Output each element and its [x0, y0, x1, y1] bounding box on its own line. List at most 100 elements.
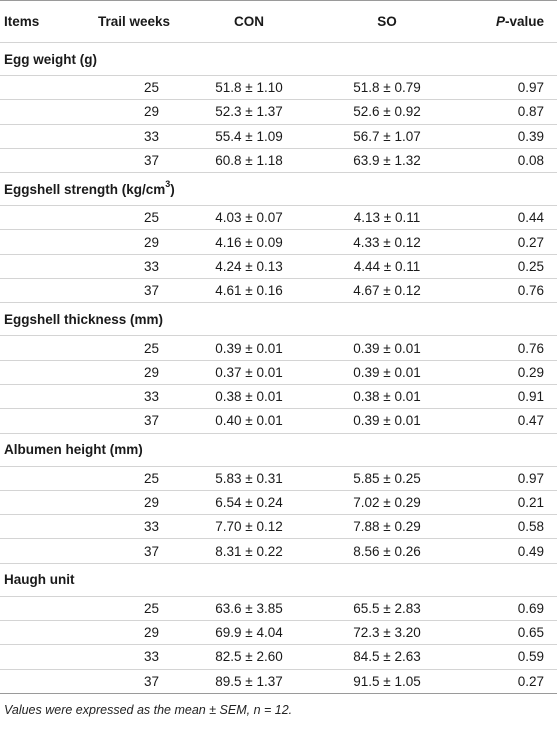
cell-items [0, 515, 88, 539]
cell-so: 51.8 ± 0.79 [353, 80, 421, 96]
cell-items [0, 100, 88, 124]
table-row: 29 4.16 ± 0.09 4.33 ± 0.12 0.27 [0, 229, 557, 254]
cell-trail-week: 37 [143, 673, 159, 689]
cell-con: 0.40 ± 0.01 [215, 413, 283, 429]
cell-trail-week: 29 [143, 495, 159, 510]
table-header: Items Trail weeks CON SO P-value [0, 0, 557, 43]
cell-so: 7.02 ± 0.29 [353, 495, 421, 510]
cell-trail-week: 25 [143, 600, 159, 616]
cell-items [0, 621, 88, 645]
cell-p-value: 0.49 [517, 543, 544, 559]
group-label: Eggshell thickness (mm) [0, 302, 557, 336]
cell-trail-week: 33 [143, 519, 159, 535]
cell-con: 0.37 ± 0.01 [215, 364, 283, 380]
cell-trail-week: 33 [143, 649, 159, 665]
cell-so: 4.13 ± 0.11 [353, 210, 421, 226]
cell-so: 52.6 ± 0.92 [353, 104, 421, 120]
cell-con: 6.54 ± 0.24 [215, 495, 283, 510]
cell-items [0, 254, 88, 278]
cell-con: 0.39 ± 0.01 [215, 340, 283, 356]
cell-items [0, 539, 88, 563]
cell-p-value: 0.76 [517, 283, 544, 299]
group-label-text: Eggshell strength (kg/cm [4, 181, 166, 197]
cell-con: 51.8 ± 1.10 [215, 80, 283, 96]
cell-so: 0.38 ± 0.01 [353, 389, 421, 405]
cell-so: 7.88 ± 0.29 [353, 519, 421, 535]
cell-p-value: 0.97 [517, 470, 544, 486]
cell-con: 63.6 ± 3.85 [215, 600, 283, 616]
table-row: 25 63.6 ± 3.85 65.5 ± 2.83 0.69 [0, 596, 557, 620]
cell-p-value: 0.08 [517, 153, 544, 169]
cell-p-value: 0.59 [517, 649, 544, 665]
cell-con: 4.16 ± 0.09 [215, 234, 283, 250]
cell-trail-week: 29 [143, 364, 159, 380]
cell-trail-week: 37 [143, 153, 159, 169]
cell-trail-week: 29 [143, 104, 159, 120]
table-row: 33 7.70 ± 0.12 7.88 ± 0.29 0.58 [0, 514, 557, 539]
cell-p-value: 0.47 [517, 413, 544, 429]
cell-so: 4.44 ± 0.11 [353, 258, 421, 274]
cell-so: 63.9 ± 1.32 [353, 153, 421, 169]
header-p-value: P-value [456, 1, 557, 43]
cell-con: 82.5 ± 2.60 [215, 649, 283, 665]
cell-con: 7.70 ± 0.12 [215, 519, 283, 535]
table-row: 37 60.8 ± 1.18 63.9 ± 1.32 0.08 [0, 148, 557, 172]
cell-p-value: 0.87 [517, 104, 544, 120]
group-row: Eggshell thickness (mm) [0, 302, 557, 336]
cell-trail-week: 25 [143, 470, 159, 486]
header-trail-weeks: Trail weeks [97, 14, 171, 29]
cell-so: 4.33 ± 0.12 [353, 234, 421, 250]
table-container: Items Trail weeks CON SO P-value Egg wei… [0, 0, 557, 717]
cell-trail-week: 29 [143, 625, 159, 641]
table-row: 33 0.38 ± 0.01 0.38 ± 0.01 0.91 [0, 384, 557, 408]
table-row: 37 8.31 ± 0.22 8.56 ± 0.26 0.49 [0, 538, 557, 563]
cell-con: 60.8 ± 1.18 [215, 153, 283, 169]
cell-trail-week: 37 [143, 413, 159, 429]
cell-p-value: 0.27 [517, 673, 544, 689]
cell-p-value: 0.27 [517, 234, 544, 250]
cell-trail-week: 25 [143, 210, 159, 226]
cell-con: 4.61 ± 0.16 [215, 283, 283, 299]
cell-so: 8.56 ± 0.26 [353, 543, 421, 559]
header-so: SO [377, 14, 397, 29]
group-label: Albumen height (mm) [0, 432, 557, 467]
group-row: Albumen height (mm) [0, 432, 557, 467]
cell-p-value: 0.39 [517, 128, 544, 144]
cell-so: 91.5 ± 1.05 [353, 673, 421, 689]
group-label-text: Egg weight (g) [4, 51, 97, 67]
cell-trail-week: 33 [143, 128, 159, 144]
table-body: Egg weight (g) 25 51.8 ± 1.10 51.8 ± 0.79 0.… [0, 42, 557, 694]
table-row: 25 0.39 ± 0.01 0.39 ± 0.01 0.76 [0, 335, 557, 360]
cell-p-value: 0.69 [517, 600, 544, 616]
table-row: 29 52.3 ± 1.37 52.6 ± 0.92 0.87 [0, 99, 557, 124]
cell-trail-week: 37 [143, 283, 159, 299]
cell-items [0, 336, 88, 360]
cell-p-value: 0.29 [517, 364, 544, 380]
group-label: Haugh unit [0, 562, 557, 597]
cell-p-value: 0.65 [517, 625, 544, 641]
cell-con: 5.83 ± 0.31 [215, 470, 283, 486]
group-row: Haugh unit [0, 562, 557, 597]
group-row: Eggshell strength (kg/cm3) [0, 172, 557, 206]
cell-p-value: 0.97 [517, 80, 544, 96]
header-con: CON [234, 14, 264, 29]
cell-trail-week: 25 [143, 80, 159, 96]
table-row: 33 82.5 ± 2.60 84.5 ± 2.63 0.59 [0, 644, 557, 669]
cell-items [0, 360, 88, 384]
group-label-text: Haugh unit [4, 572, 75, 588]
group-label: Egg weight (g) [0, 42, 557, 76]
cell-p-value: 0.21 [517, 495, 544, 510]
cell-so: 0.39 ± 0.01 [353, 413, 421, 429]
group-row: Egg weight (g) [0, 42, 557, 76]
cell-so: 4.67 ± 0.12 [353, 283, 421, 299]
cell-items [0, 596, 88, 620]
cell-con: 4.24 ± 0.13 [215, 258, 283, 274]
header-p-suffix: -value [504, 14, 544, 29]
cell-so: 0.39 ± 0.01 [353, 340, 421, 356]
cell-con: 0.38 ± 0.01 [215, 389, 283, 405]
table-row: 33 4.24 ± 0.13 4.44 ± 0.11 0.25 [0, 254, 557, 278]
cell-trail-week: 33 [143, 389, 159, 405]
group-label-text: Albumen height (mm) [4, 442, 143, 458]
group-label-text: Eggshell thickness (mm) [4, 311, 164, 327]
header-items: Items [4, 14, 40, 29]
